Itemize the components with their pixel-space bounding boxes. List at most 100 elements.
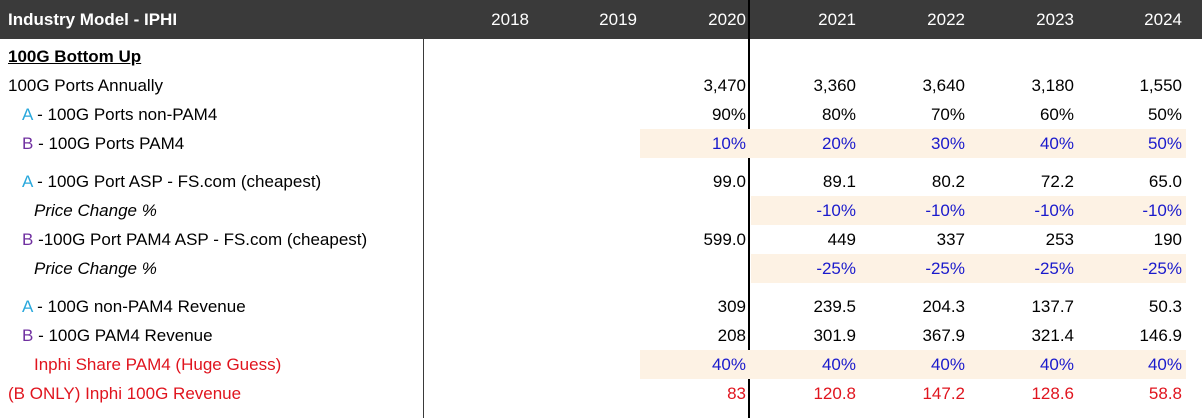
cell-2022[interactable]: 30% — [930, 134, 965, 153]
cell-2022[interactable]: 204.3 — [922, 297, 965, 316]
year-2018-header[interactable]: 2018 — [491, 10, 529, 29]
table-row: A - 100G Ports non-PAM4 90% 80% 70% 60% … — [0, 100, 1202, 129]
year-2019-header[interactable]: 2019 — [599, 10, 637, 29]
cell-2024[interactable]: 50% — [1147, 134, 1182, 153]
cell-2020[interactable]: 599.0 — [703, 230, 746, 249]
cell-2023[interactable]: -10% — [1034, 201, 1074, 220]
cell-2024[interactable]: 146.9 — [1139, 326, 1182, 345]
cell-2023[interactable]: 3,180 — [1031, 76, 1074, 95]
cell-2021[interactable]: 89.1 — [822, 172, 856, 191]
row-label[interactable]: A - 100G Ports non-PAM4 — [22, 100, 217, 129]
cell-2024[interactable]: 190 — [1153, 230, 1182, 249]
cell-2020[interactable]: 3,470 — [703, 76, 746, 95]
cell-2020[interactable]: 10% — [711, 134, 746, 153]
cell-2024[interactable]: 65.0 — [1148, 172, 1182, 191]
cell-2023[interactable]: 137.7 — [1031, 297, 1074, 316]
cell-2022[interactable]: -25% — [925, 259, 965, 278]
table-row: B - 100G Ports PAM4 10% 20% 30% 40% 50% — [0, 129, 1202, 158]
row-label-text: - 100G Port ASP - FS.com (cheapest) — [32, 172, 322, 191]
cell-2023[interactable]: 60% — [1039, 105, 1074, 124]
cell-2023[interactable]: 128.6 — [1031, 384, 1074, 403]
cell-2020[interactable]: 40% — [711, 355, 746, 374]
table-row: Inphi Share PAM4 (Huge Guess) 40% 40% 40… — [0, 350, 1202, 379]
cell-2020[interactable]: 208 — [717, 326, 746, 345]
sheet-title[interactable]: Industry Model - IPHI — [8, 10, 178, 29]
input-shade — [751, 196, 1186, 225]
row-label[interactable]: B - 100G Ports PAM4 — [22, 129, 184, 158]
cell-2021[interactable]: 80% — [821, 105, 856, 124]
cell-2024[interactable]: -10% — [1142, 201, 1182, 220]
table-row: A - 100G non-PAM4 Revenue 309 239.5 204.… — [0, 292, 1202, 321]
cell-2021[interactable]: 120.8 — [813, 384, 856, 403]
cell-2021[interactable]: 449 — [827, 230, 856, 249]
row-label-text: - 100G Ports non-PAM4 — [32, 105, 218, 124]
cell-2021[interactable]: -10% — [816, 201, 856, 220]
table-row: B -100G Port PAM4 ASP - FS.com (cheapest… — [0, 225, 1202, 254]
cell-2024[interactable]: 1,550 — [1139, 76, 1182, 95]
row-label-text: - 100G non-PAM4 Revenue — [32, 297, 246, 316]
cell-2022[interactable]: 80.2 — [931, 172, 965, 191]
cell-2020[interactable]: 90% — [711, 105, 746, 124]
row-label[interactable]: B - 100G PAM4 Revenue — [22, 321, 213, 350]
cell-2024[interactable]: -25% — [1142, 259, 1182, 278]
row-label[interactable]: (B ONLY) Inphi 100G Revenue — [8, 384, 242, 403]
cell-2021[interactable]: 20% — [821, 134, 856, 153]
cell-2024[interactable]: 58.8 — [1148, 384, 1182, 403]
section-title[interactable]: 100G Bottom Up — [8, 47, 142, 66]
section-row: 100G Bottom Up — [0, 42, 1202, 71]
cell-2023[interactable]: 72.2 — [1040, 172, 1074, 191]
row-label[interactable]: A - 100G Port ASP - FS.com (cheapest) — [22, 167, 321, 196]
year-2023-header[interactable]: 2023 — [1036, 10, 1074, 29]
year-2021-header[interactable]: 2021 — [818, 10, 856, 29]
input-shade — [640, 350, 1186, 379]
row-label[interactable]: A - 100G non-PAM4 Revenue — [22, 292, 246, 321]
cell-2022[interactable]: 3,640 — [922, 76, 965, 95]
year-2020-header[interactable]: 2020 — [708, 10, 746, 29]
table-row: (B ONLY) Inphi 100G Revenue 83 120.8 147… — [0, 379, 1202, 408]
year-2022-header[interactable]: 2022 — [927, 10, 965, 29]
cell-2021[interactable]: -25% — [816, 259, 856, 278]
cell-2023[interactable]: 40% — [1039, 355, 1074, 374]
row-label[interactable]: Price Change % — [34, 201, 157, 220]
column-divider — [423, 0, 424, 418]
row-prefix: B — [22, 326, 34, 345]
cell-2023[interactable]: 253 — [1045, 230, 1074, 249]
cell-2021[interactable]: 239.5 — [813, 297, 856, 316]
cell-2022[interactable]: 70% — [930, 105, 965, 124]
table-row: Price Change % -10% -10% -10% -10% — [0, 196, 1202, 225]
cell-2024[interactable]: 50.3 — [1148, 297, 1182, 316]
cell-2020[interactable]: 309 — [717, 297, 746, 316]
cell-2021[interactable]: 301.9 — [813, 326, 856, 345]
cell-2022[interactable]: 147.2 — [922, 384, 965, 403]
row-label[interactable]: Price Change % — [34, 259, 157, 278]
cell-2021[interactable]: 40% — [821, 355, 856, 374]
row-prefix: A — [22, 172, 33, 191]
cell-2022[interactable]: 367.9 — [922, 326, 965, 345]
table-row: B - 100G PAM4 Revenue 208 301.9 367.9 32… — [0, 321, 1202, 350]
cell-2020[interactable]: 83 — [727, 384, 746, 403]
cell-2023[interactable]: 321.4 — [1031, 326, 1074, 345]
cell-2023[interactable]: 40% — [1039, 134, 1074, 153]
header-bar: Industry Model - IPHI 2018 2019 2020 202… — [0, 0, 1202, 39]
row-label[interactable]: Inphi Share PAM4 (Huge Guess) — [34, 355, 282, 374]
row-label[interactable]: 100G Ports Annually — [8, 76, 163, 95]
cell-2021[interactable]: 3,360 — [813, 76, 856, 95]
row-label[interactable]: B -100G Port PAM4 ASP - FS.com (cheapest… — [22, 225, 367, 254]
cell-2024[interactable]: 40% — [1147, 355, 1182, 374]
cell-2022[interactable]: 337 — [936, 230, 965, 249]
row-label-text: - 100G Ports PAM4 — [33, 134, 185, 153]
year-divider — [748, 39, 750, 418]
row-prefix: A — [22, 297, 33, 316]
cell-2020[interactable]: 99.0 — [712, 172, 746, 191]
cell-2023[interactable]: -25% — [1034, 259, 1074, 278]
cell-2022[interactable]: 40% — [930, 355, 965, 374]
cell-2024[interactable]: 50% — [1147, 105, 1182, 124]
table-row: Price Change % -25% -25% -25% -25% — [0, 254, 1202, 283]
year-2024-header[interactable]: 2024 — [1144, 10, 1182, 29]
table-row: A - 100G Port ASP - FS.com (cheapest) 99… — [0, 167, 1202, 196]
table-row: 100G Ports Annually 3,470 3,360 3,640 3,… — [0, 71, 1202, 100]
cell-2022[interactable]: -10% — [925, 201, 965, 220]
row-label-text: -100G Port PAM4 ASP - FS.com (cheapest) — [33, 230, 368, 249]
input-shade — [751, 254, 1186, 283]
year-divider-header — [748, 0, 750, 39]
